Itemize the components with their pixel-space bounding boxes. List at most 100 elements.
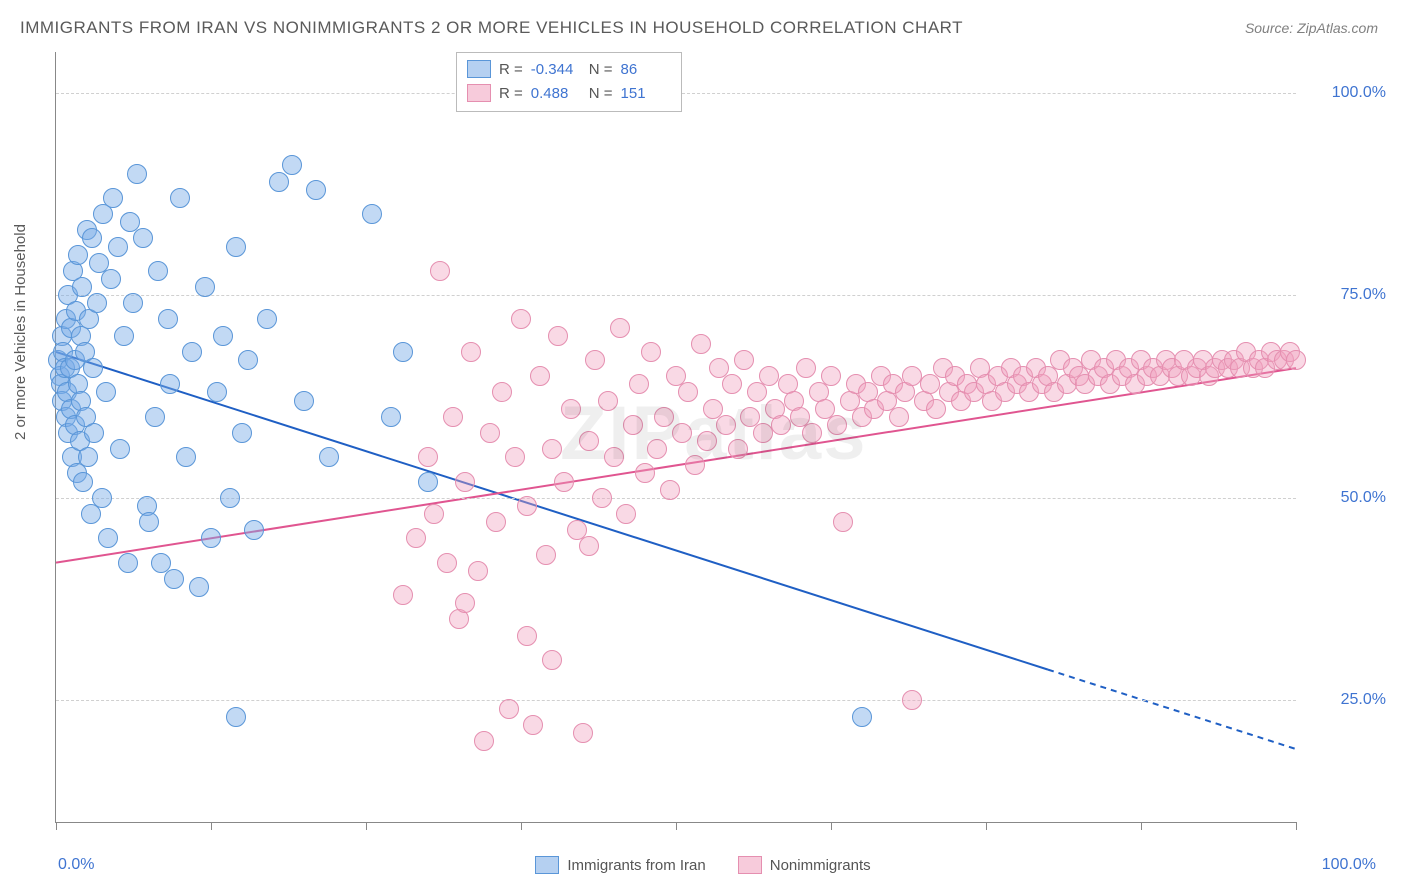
data-point — [852, 707, 872, 727]
chart-title: IMMIGRANTS FROM IRAN VS NONIMMIGRANTS 2 … — [20, 18, 963, 38]
data-point — [213, 326, 233, 346]
data-point — [610, 318, 630, 338]
legend-swatch — [738, 856, 762, 874]
data-point — [257, 309, 277, 329]
data-point — [114, 326, 134, 346]
r-label: R = — [499, 85, 523, 102]
data-point — [616, 504, 636, 524]
stats-legend: R =-0.344N =86R =0.488N =151 — [456, 52, 682, 112]
data-point — [920, 374, 940, 394]
source-attribution: Source: ZipAtlas.com — [1245, 20, 1378, 36]
x-tick — [831, 822, 832, 830]
data-point — [82, 228, 102, 248]
data-point — [362, 204, 382, 224]
x-tick — [1296, 822, 1297, 830]
data-point — [430, 261, 450, 281]
data-point — [505, 447, 525, 467]
n-label: N = — [589, 61, 613, 78]
data-point — [517, 626, 537, 646]
x-tick — [986, 822, 987, 830]
data-point — [592, 488, 612, 508]
x-tick — [211, 822, 212, 830]
x-tick — [521, 822, 522, 830]
data-point — [78, 447, 98, 467]
y-axis-label: 2 or more Vehicles in Household — [12, 224, 29, 440]
gridline — [56, 295, 1296, 296]
y-tick-label: 50.0% — [1306, 489, 1386, 507]
data-point — [468, 561, 488, 581]
data-point — [579, 536, 599, 556]
data-point — [73, 472, 93, 492]
data-point — [889, 407, 909, 427]
gridline — [56, 700, 1296, 701]
data-point — [492, 382, 512, 402]
data-point — [604, 447, 624, 467]
data-point — [87, 293, 107, 313]
data-point — [554, 472, 574, 492]
data-point — [585, 350, 605, 370]
data-point — [902, 366, 922, 386]
data-point — [133, 228, 153, 248]
data-point — [393, 585, 413, 605]
data-point — [195, 277, 215, 297]
data-point — [517, 496, 537, 516]
r-value: -0.344 — [531, 61, 581, 78]
data-point — [269, 172, 289, 192]
data-point — [424, 504, 444, 524]
data-point — [110, 439, 130, 459]
data-point — [660, 480, 680, 500]
legend-label: Immigrants from Iran — [567, 857, 705, 874]
data-point — [728, 439, 748, 459]
y-tick-label: 75.0% — [1306, 286, 1386, 304]
legend-label: Nonimmigrants — [770, 857, 871, 874]
data-point — [542, 650, 562, 670]
data-point — [123, 293, 143, 313]
data-point — [201, 528, 221, 548]
x-tick — [1141, 822, 1142, 830]
data-point — [238, 350, 258, 370]
data-point — [480, 423, 500, 443]
data-point — [499, 699, 519, 719]
legend-swatch — [467, 60, 491, 78]
data-point — [226, 237, 246, 257]
data-point — [381, 407, 401, 427]
data-point — [796, 358, 816, 378]
data-point — [691, 334, 711, 354]
data-point — [902, 690, 922, 710]
y-tick-label: 25.0% — [1306, 691, 1386, 709]
data-point — [282, 155, 302, 175]
data-point — [118, 553, 138, 573]
data-point — [319, 447, 339, 467]
data-point — [685, 455, 705, 475]
legend-item: Nonimmigrants — [738, 856, 871, 874]
data-point — [579, 431, 599, 451]
data-point — [455, 472, 475, 492]
r-label: R = — [499, 61, 523, 78]
data-point — [833, 512, 853, 532]
data-point — [548, 326, 568, 346]
data-point — [437, 553, 457, 573]
data-point — [418, 447, 438, 467]
data-point — [226, 707, 246, 727]
r-value: 0.488 — [531, 85, 581, 102]
data-point — [536, 545, 556, 565]
data-point — [160, 374, 180, 394]
data-point — [530, 366, 550, 386]
data-point — [802, 423, 822, 443]
data-point — [96, 382, 116, 402]
data-point — [83, 358, 103, 378]
data-point — [753, 423, 773, 443]
data-point — [244, 520, 264, 540]
data-point — [176, 447, 196, 467]
data-point — [486, 512, 506, 532]
n-value: 151 — [621, 85, 671, 102]
data-point — [189, 577, 209, 597]
data-point — [827, 415, 847, 435]
data-point — [108, 237, 128, 257]
data-point — [72, 277, 92, 297]
data-point — [98, 528, 118, 548]
data-point — [821, 366, 841, 386]
x-tick — [676, 822, 677, 830]
data-point — [164, 569, 184, 589]
gridline — [56, 498, 1296, 499]
